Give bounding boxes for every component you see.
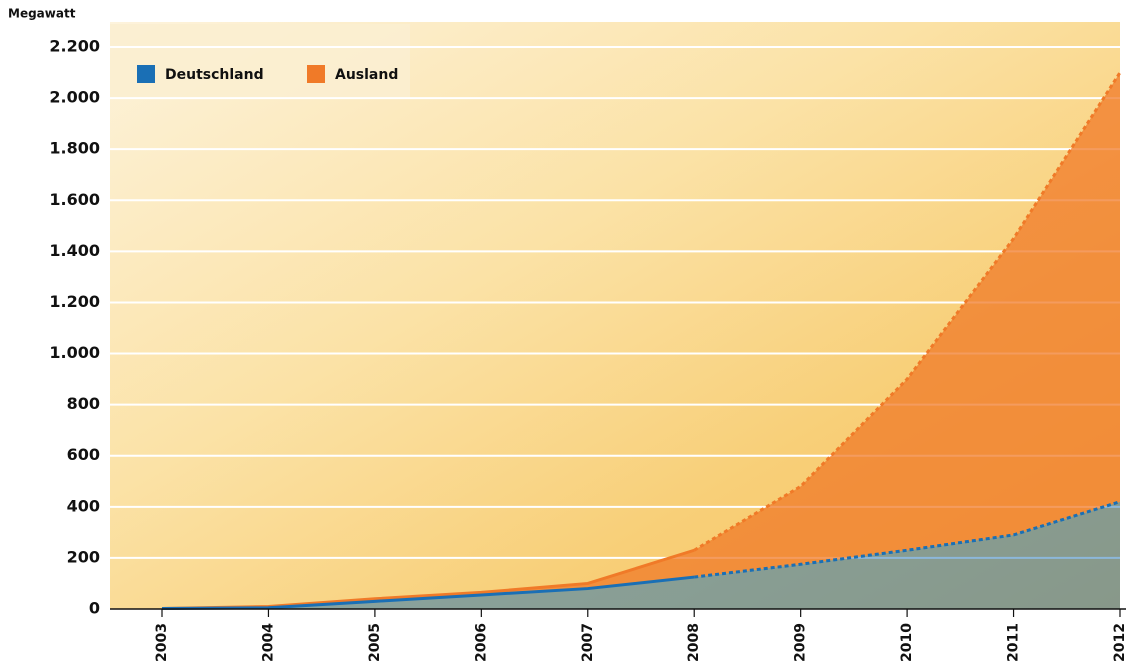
x-tick-label: 2007: [580, 623, 596, 662]
legend-swatch: [307, 65, 325, 83]
x-tick-label: 2010: [899, 623, 915, 662]
legend-swatch: [137, 65, 155, 83]
y-tick-label: 1.000: [49, 343, 100, 362]
y-tick-label: 1.600: [49, 190, 100, 209]
y-tick-label: 2.000: [49, 88, 100, 107]
x-tick-label: 2012: [1112, 623, 1128, 662]
line: [693, 71, 1122, 552]
x-tick-label: 2003: [154, 623, 170, 662]
y-axis-label: Megawatt: [8, 7, 76, 21]
line: [161, 575, 695, 610]
legend-box: [110, 24, 410, 98]
legend-label: Deutschland: [165, 67, 264, 83]
x-tick-label: 2004: [260, 623, 276, 662]
x-tick-label: 2005: [367, 623, 383, 662]
y-tick-label: 1.200: [49, 292, 100, 311]
y-tick-label: 200: [67, 547, 100, 566]
x-tick-label: 2011: [1006, 623, 1022, 662]
y-tick-label: 600: [67, 445, 100, 464]
y-tick-label: 0: [89, 599, 100, 618]
y-tick-label: 800: [67, 394, 100, 413]
y-tick-label: 2.200: [49, 37, 100, 56]
area: [162, 72, 1120, 609]
y-tick-label: 400: [67, 496, 100, 515]
line: [694, 500, 1121, 579]
y-tick-label: 1.400: [49, 241, 100, 260]
y-tick-label: 1.800: [49, 139, 100, 158]
area: [162, 501, 1120, 609]
x-tick-label: 2006: [473, 623, 489, 662]
legend-label: Ausland: [335, 67, 398, 83]
x-tick-label: 2008: [686, 623, 702, 662]
x-tick-label: 2009: [793, 623, 809, 662]
